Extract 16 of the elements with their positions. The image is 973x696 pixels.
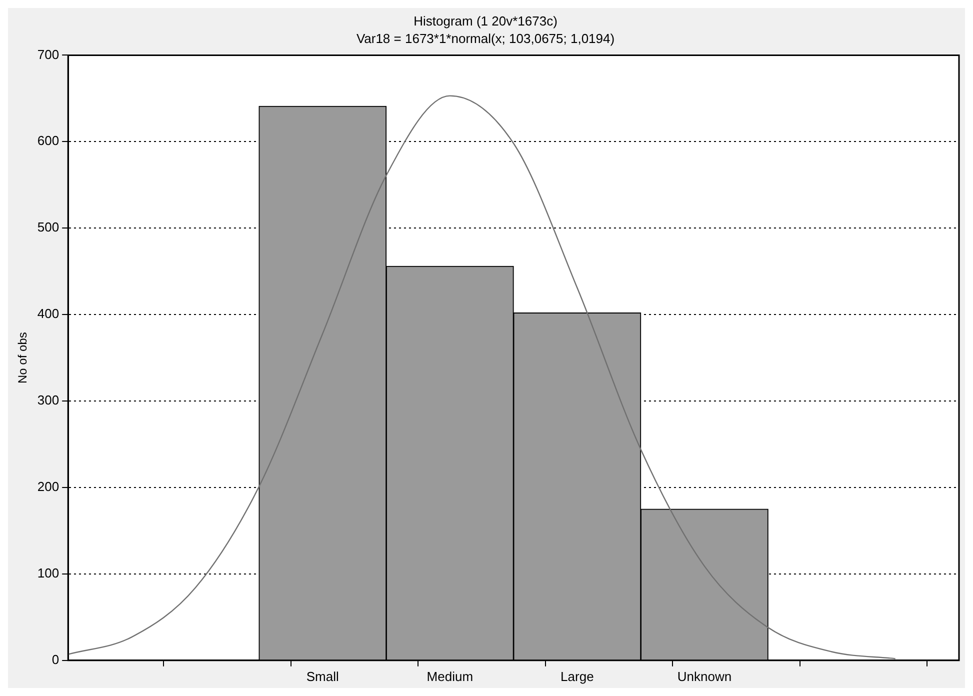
y-tick-label: 700 bbox=[37, 46, 60, 62]
x-tick-label: Unknown bbox=[677, 668, 732, 684]
y-tick-label: 400 bbox=[37, 306, 60, 322]
y-tick-label: 200 bbox=[37, 479, 60, 494]
y-tick-label: 0 bbox=[52, 652, 60, 667]
x-tick-label: Small bbox=[306, 668, 339, 684]
x-tick-label: Medium bbox=[426, 668, 474, 684]
chart-subtitle: Var18 = 1673*1*normal(x; 103,0675; 1,0194) bbox=[356, 30, 615, 46]
y-tick-label: 100 bbox=[37, 566, 60, 581]
y-axis-title: No of obs bbox=[16, 332, 30, 384]
x-tick-label: Large bbox=[560, 668, 594, 684]
line-series bbox=[67, 95, 896, 660]
y-tick-label: 600 bbox=[37, 133, 60, 148]
y-tick-label: 300 bbox=[37, 392, 60, 408]
y-tick-label: 500 bbox=[37, 220, 60, 235]
chart-title: Histogram (1 20v*1673c) bbox=[414, 13, 558, 28]
